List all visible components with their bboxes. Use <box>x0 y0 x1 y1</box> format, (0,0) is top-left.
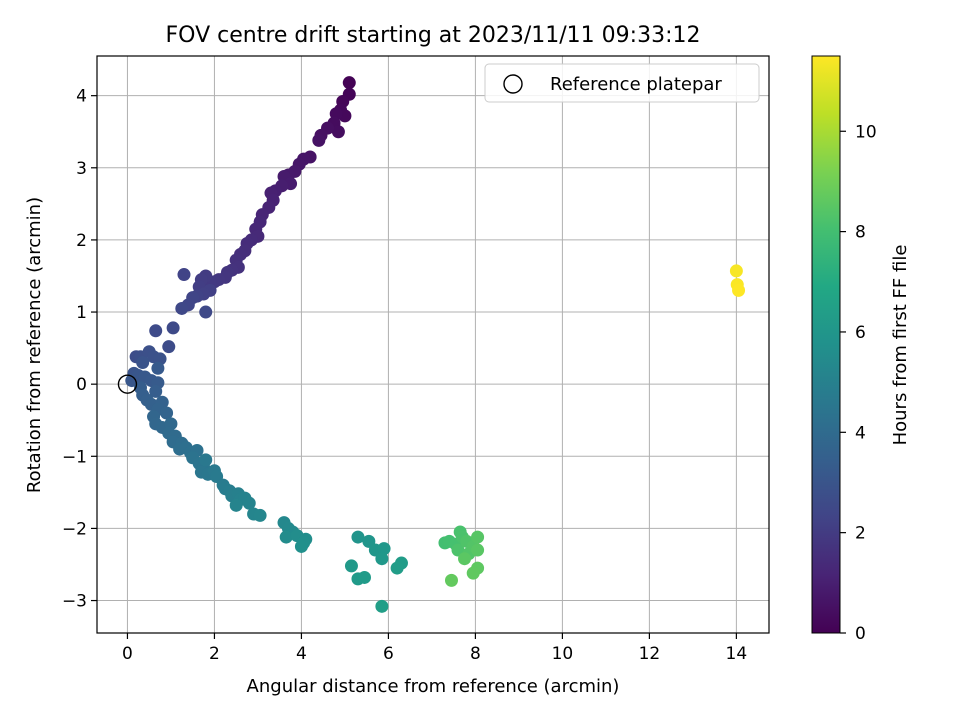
legend-marker <box>503 74 523 94</box>
data-point <box>471 543 485 557</box>
colorbar-label: Hours from first FF file <box>890 245 911 446</box>
colorbar-tick-label: 10 <box>855 122 877 142</box>
data-point <box>279 530 293 544</box>
colorbar-tick-label: 2 <box>855 524 866 544</box>
data-point <box>732 283 746 297</box>
data-point <box>136 356 150 370</box>
scatter-points <box>125 76 746 613</box>
data-point <box>162 340 176 354</box>
data-point <box>229 498 243 512</box>
x-tick-label: 0 <box>122 644 133 664</box>
y-tick-label: 2 <box>76 231 87 251</box>
data-point <box>466 566 480 580</box>
reference-point-marker <box>117 374 138 394</box>
x-tick-label: 12 <box>639 644 661 664</box>
data-point <box>149 384 163 398</box>
data-point <box>125 374 139 388</box>
data-point <box>375 599 389 613</box>
data-point <box>253 508 267 522</box>
y-tick-label: 0 <box>76 375 87 395</box>
x-tick-label: 10 <box>552 644 574 664</box>
data-point <box>331 125 345 139</box>
data-point <box>375 552 389 566</box>
x-tick-label: 8 <box>470 644 481 664</box>
data-point <box>458 552 472 566</box>
data-point <box>175 301 189 315</box>
data-point <box>351 530 365 544</box>
data-point <box>444 573 458 587</box>
data-point <box>166 321 180 335</box>
data-point <box>199 305 213 319</box>
x-axis-label: Angular distance from reference (arcmin) <box>247 676 620 697</box>
data-point <box>160 406 174 420</box>
y-tick-label: −3 <box>62 592 87 612</box>
data-point <box>294 539 308 553</box>
colorbar-ticks: 0 2 4 6 8 10 <box>840 122 877 644</box>
x-tick-label: 2 <box>209 644 220 664</box>
y-tick-label: 3 <box>76 159 87 179</box>
data-point <box>312 133 326 147</box>
data-point <box>390 561 404 575</box>
data-point <box>199 453 213 467</box>
colorbar-tick-label: 4 <box>855 423 866 443</box>
legend-label: Reference platepar <box>550 74 722 95</box>
data-point <box>377 542 391 556</box>
colorbar-tick-label: 0 <box>855 624 866 644</box>
x-tick-label: 14 <box>726 644 748 664</box>
y-axis-label: Rotation from reference (arcmin) <box>24 197 45 493</box>
data-point <box>471 530 485 544</box>
chart-title: FOV centre drift starting at 2023/11/11 … <box>166 23 701 48</box>
colorbar <box>811 55 841 634</box>
y-tick-label: 4 <box>76 87 87 107</box>
data-point <box>342 76 356 90</box>
x-tick-label: 6 <box>383 644 394 664</box>
data-point <box>357 570 371 584</box>
colorbar-tick-label: 6 <box>855 323 866 343</box>
data-point <box>242 496 256 510</box>
data-point <box>729 264 743 278</box>
colorbar-tick-label: 8 <box>855 223 866 243</box>
data-point <box>177 268 191 282</box>
plot-area <box>97 56 769 633</box>
data-point <box>149 324 163 338</box>
data-point <box>151 361 165 375</box>
y-tick-label: 1 <box>76 303 87 323</box>
legend-box <box>484 63 760 103</box>
x-tick-label: 4 <box>296 644 307 664</box>
legend: Reference platepar <box>484 63 760 103</box>
y-tick-label: −1 <box>62 447 87 467</box>
plot-frame <box>96 55 770 634</box>
data-point <box>344 559 358 573</box>
y-tick-label: −2 <box>62 519 87 539</box>
